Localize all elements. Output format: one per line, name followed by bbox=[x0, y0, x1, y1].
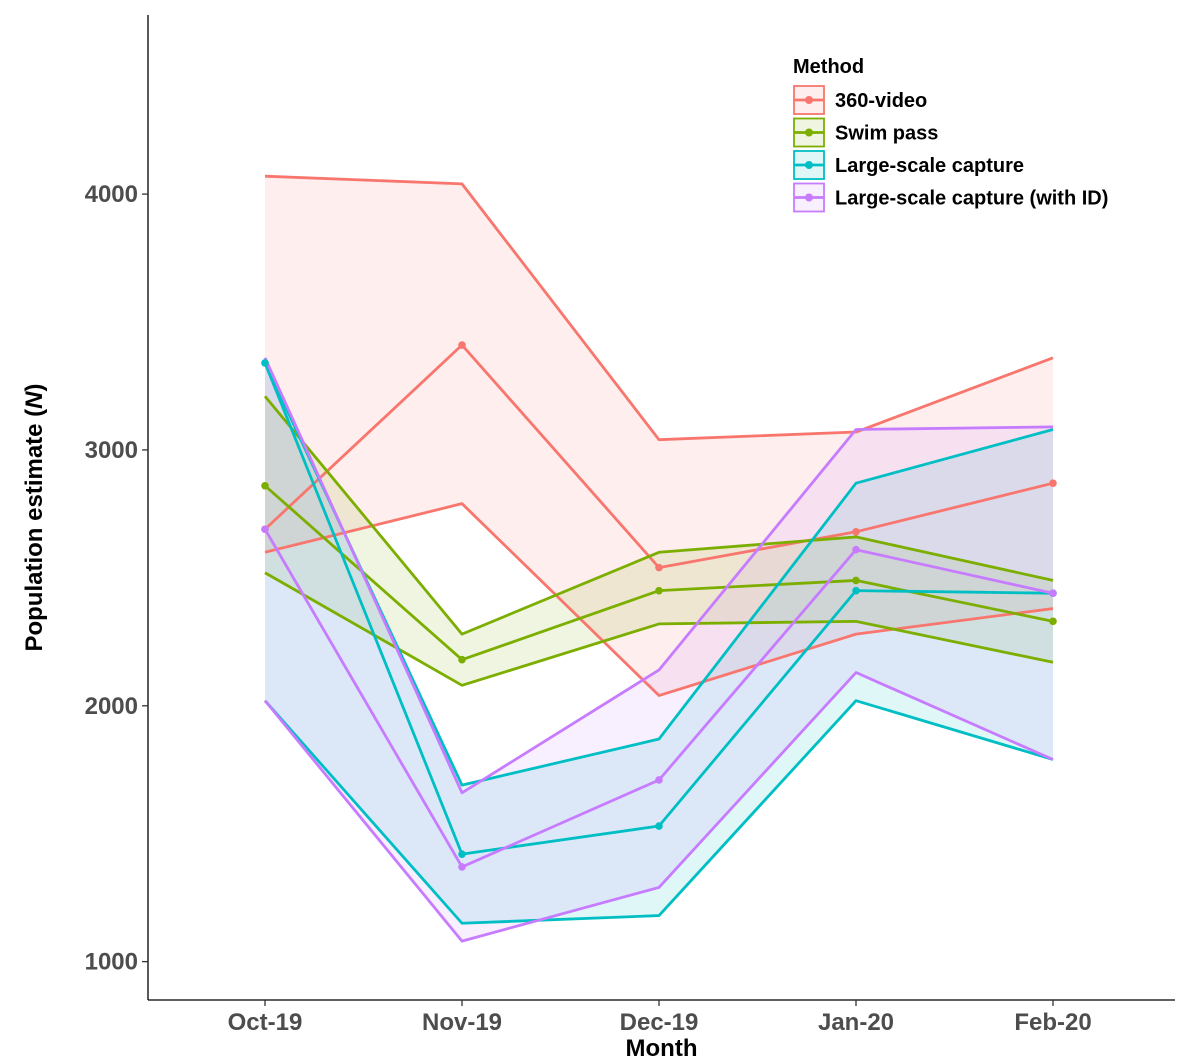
large-scale-capture-lower-bound-line bbox=[263, 699, 1054, 925]
360-video-point bbox=[852, 528, 860, 536]
x-tick-label: Dec-19 bbox=[620, 1009, 699, 1036]
swim-pass-point bbox=[458, 655, 466, 664]
swim-pass-ci-band bbox=[265, 396, 1053, 686]
legend: Method 360-video Swim pass Large-scale capt… bbox=[793, 56, 1108, 213]
large-scale-capture-with-id-point bbox=[655, 776, 663, 784]
360-video-ci-band bbox=[265, 176, 1053, 696]
360-video-point bbox=[655, 563, 663, 572]
swim-pass-point bbox=[1049, 617, 1057, 626]
360-video-point bbox=[458, 341, 466, 349]
legend-point-large-scale-capture-with-id bbox=[805, 193, 813, 202]
x-tick-label: Feb-20 bbox=[1014, 1009, 1091, 1036]
large-scale-capture-with-id-point bbox=[261, 525, 269, 534]
large-scale-capture-point bbox=[655, 822, 663, 830]
x-tick-label: Nov-19 bbox=[422, 1009, 502, 1036]
y-tick-label: 2000 bbox=[85, 693, 138, 720]
large-scale-capture-point bbox=[261, 359, 269, 367]
legend-point-swim-pass bbox=[805, 128, 813, 137]
large-scale-capture-with-id-point bbox=[852, 545, 860, 554]
axes: 1000 2000 3000 4000 Oct-19 Nov-19 Dec-19 Jan-20… bbox=[85, 15, 1175, 1036]
x-tick-label: Jan-20 bbox=[818, 1009, 894, 1036]
legend-title: Method bbox=[793, 56, 864, 78]
large-scale-capture-ci-band bbox=[265, 362, 1053, 924]
y-tick-label: 4000 bbox=[85, 181, 138, 208]
large-scale-capture-point bbox=[458, 850, 466, 858]
swim-pass-upper-bound-line bbox=[263, 395, 1054, 636]
x-tick-label: Oct-19 bbox=[228, 1009, 303, 1036]
large-scale-capture-with-id-upper-bound-line bbox=[263, 357, 1054, 795]
360-video-point bbox=[1049, 479, 1057, 487]
large-scale-capture-upper-bound-line bbox=[263, 362, 1054, 787]
confidence-bands bbox=[265, 176, 1053, 942]
360-video-upper-bound-line bbox=[264, 174, 1054, 442]
legend-point-large-scale-capture bbox=[805, 161, 813, 169]
legend-label-large-scale-capture: Large-scale capture bbox=[835, 155, 1024, 177]
large-scale-capture-with-id-ci-band bbox=[265, 357, 1053, 942]
swim-pass-point bbox=[655, 586, 663, 595]
legend-label-large-scale-capture-with-id: Large-scale capture (with ID) bbox=[835, 188, 1108, 210]
y-tick-label: 3000 bbox=[85, 437, 138, 464]
large-scale-capture-with-id-point bbox=[1049, 589, 1057, 598]
x-axis-title: Month bbox=[626, 1035, 698, 1061]
swim-pass-point bbox=[852, 576, 860, 585]
y-tick-label: 1000 bbox=[85, 949, 138, 976]
large-scale-capture-with-id-lower-bound-line bbox=[263, 671, 1054, 943]
360-video-lower-bound-line bbox=[264, 502, 1054, 697]
large-scale-capture-with-id-point bbox=[458, 863, 466, 871]
swim-pass-point bbox=[261, 481, 269, 490]
legend-label-swim-pass: Swim pass bbox=[835, 123, 938, 145]
y-axis-title: Population estimate (N) bbox=[21, 383, 48, 651]
large-scale-capture-point bbox=[852, 586, 860, 595]
legend-label-360-video: 360-video bbox=[835, 90, 927, 112]
series-points bbox=[261, 341, 1057, 871]
legend-point-360-video bbox=[805, 96, 813, 104]
